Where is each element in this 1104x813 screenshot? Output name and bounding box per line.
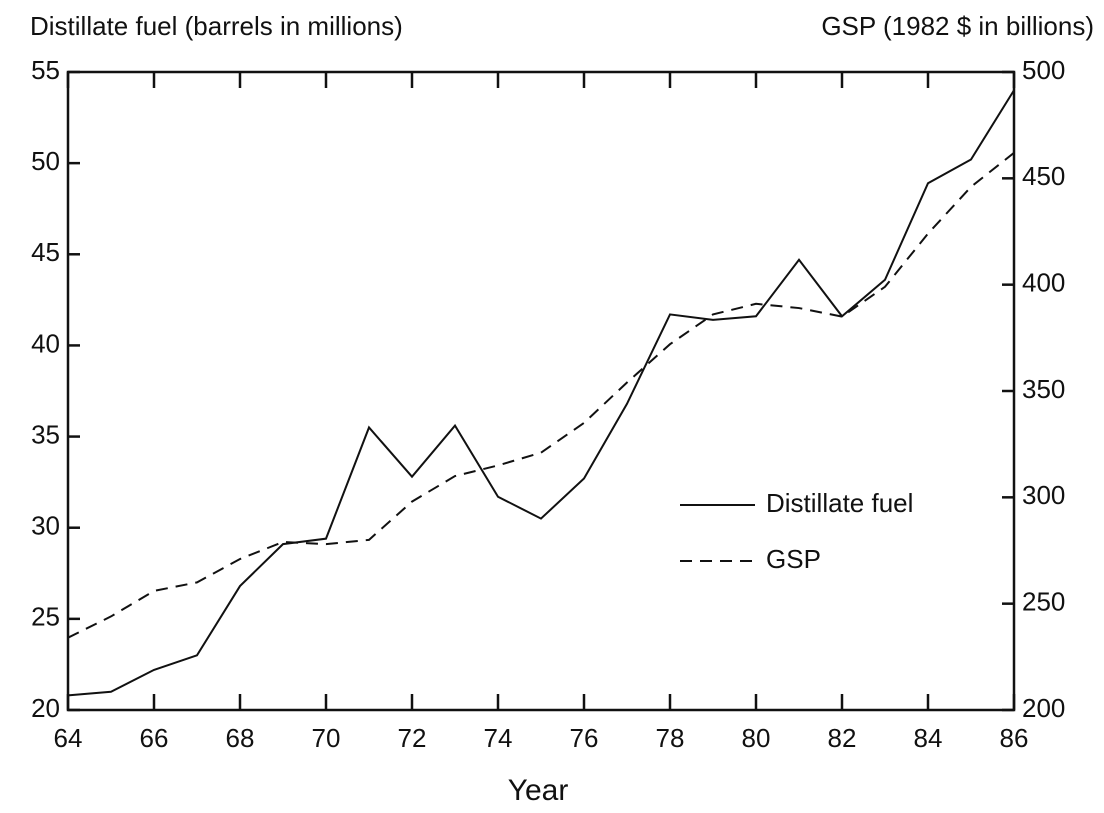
y2-tick-label: 200 bbox=[1022, 693, 1065, 723]
y2-tick-label: 350 bbox=[1022, 374, 1065, 404]
x-tick-label: 78 bbox=[656, 723, 685, 753]
x-tick-label: 80 bbox=[742, 723, 771, 753]
x-tick-label: 70 bbox=[312, 723, 341, 753]
x-tick-label: 82 bbox=[828, 723, 857, 753]
data-line bbox=[67, 89, 1015, 697]
x-tick-label: 74 bbox=[484, 723, 513, 753]
x-tick-label: 64 bbox=[54, 723, 83, 753]
x-tick-label: 72 bbox=[398, 723, 427, 753]
y2-tick-label: 300 bbox=[1022, 480, 1065, 510]
x-tick-label: 76 bbox=[570, 723, 599, 753]
y2-tick-label: 250 bbox=[1022, 587, 1065, 617]
y2-tick-label: 450 bbox=[1022, 161, 1065, 191]
y-tick-label: 55 bbox=[31, 55, 60, 85]
y2-axis-label: GSP (1982 $ in billions) bbox=[821, 11, 1094, 41]
y-tick-label: 20 bbox=[31, 693, 60, 723]
data-line bbox=[67, 152, 1015, 639]
legend-label: Distillate fuel bbox=[766, 488, 913, 518]
x-tick-label: 84 bbox=[914, 723, 943, 753]
x-tick-label: 86 bbox=[1000, 723, 1029, 753]
y-tick-label: 30 bbox=[31, 511, 60, 541]
y-tick-label: 35 bbox=[31, 419, 60, 449]
y-tick-label: 25 bbox=[31, 602, 60, 632]
y-tick-label: 40 bbox=[31, 328, 60, 358]
x-tick-label: 68 bbox=[226, 723, 255, 753]
x-tick-label: 66 bbox=[140, 723, 169, 753]
y2-tick-label: 500 bbox=[1022, 55, 1065, 85]
x-axis-label: Year bbox=[508, 774, 569, 807]
y-axis-label: Distillate fuel (barrels in millions) bbox=[30, 11, 403, 41]
y2-tick-label: 400 bbox=[1022, 268, 1065, 298]
y-tick-label: 50 bbox=[31, 146, 60, 176]
legend-label: GSP bbox=[766, 544, 821, 574]
y-tick-label: 45 bbox=[31, 237, 60, 267]
plot-frame bbox=[66, 70, 1016, 712]
